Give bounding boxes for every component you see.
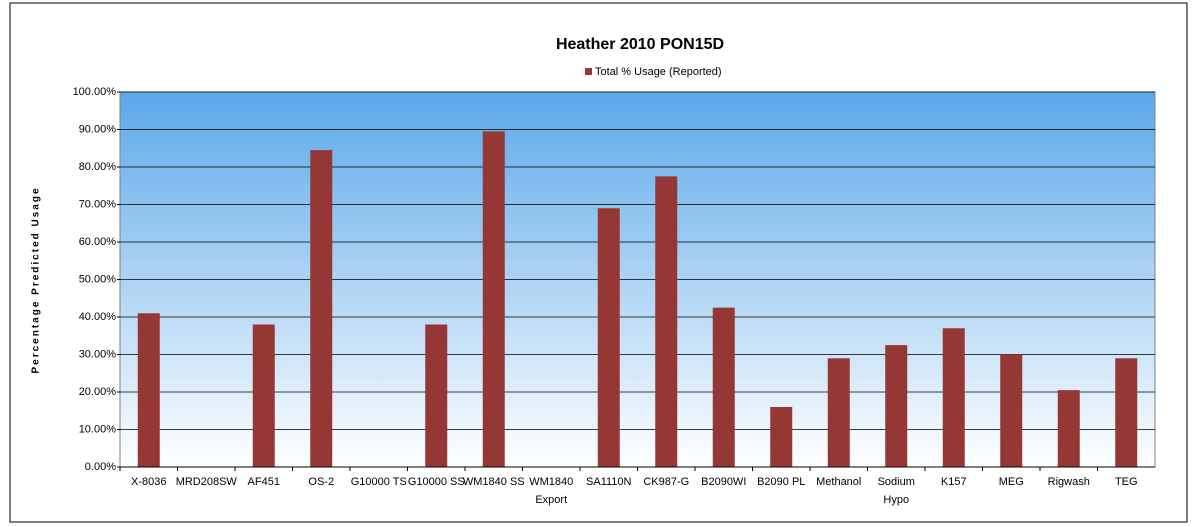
bar [770, 407, 793, 467]
y-tick-label: 10.00% [79, 423, 117, 435]
x-tick-label: TEG [1115, 476, 1138, 488]
x-tick-label: G10000 SS [408, 476, 465, 488]
x-tick-label: Methanol [816, 476, 861, 488]
x-tick-label: B2090 PL [757, 476, 805, 488]
bar [885, 345, 908, 467]
x-tick-label: WM1840 Export [529, 476, 573, 506]
y-tick-label: 30.00% [79, 348, 117, 360]
y-tick-label: 100.00% [73, 86, 117, 98]
bar [1000, 354, 1023, 467]
y-tick-label: 80.00% [79, 161, 117, 173]
x-tick-label: AF451 [248, 476, 280, 488]
x-tick-label: K157 [941, 476, 967, 488]
legend-swatch [585, 68, 592, 75]
x-tick-label: OS-2 [308, 476, 334, 488]
y-tick-label: 70.00% [79, 198, 117, 210]
bar [425, 324, 448, 467]
y-tick-label: 60.00% [79, 236, 117, 248]
x-tick-label: G10000 TS [351, 476, 407, 488]
y-tick-label: 40.00% [79, 311, 117, 323]
bar [1115, 358, 1138, 467]
y-axis-label: Percentage Predicted Usage [31, 186, 42, 373]
x-tick-label: CK987-G [643, 476, 689, 488]
bar [942, 328, 965, 467]
bar [827, 358, 850, 467]
bar [310, 150, 333, 467]
x-tick-label: Rigwash [1048, 476, 1090, 488]
x-tick-label: B2090WI [701, 476, 746, 488]
bar [597, 208, 620, 467]
chart-title: Heather 2010 PON15D [556, 36, 724, 53]
y-tick-label: 20.00% [79, 386, 117, 398]
bar [482, 131, 505, 467]
x-tick-label: WM1840 SS [463, 476, 525, 488]
bar [137, 313, 160, 467]
bar [1057, 390, 1080, 467]
bar [252, 324, 275, 467]
x-tick-label: MEG [999, 476, 1024, 488]
y-tick-label: 50.00% [79, 273, 117, 285]
y-tick-label: 0.00% [85, 461, 116, 473]
legend-label: Total % Usage (Reported) [595, 66, 722, 78]
x-tick-label: MRD208SW [176, 476, 238, 488]
x-tick-label: SA1110N [586, 476, 632, 488]
x-tick-label: X-8036 [131, 476, 166, 488]
bar [655, 176, 678, 467]
bar [712, 307, 735, 467]
y-tick-label: 90.00% [79, 123, 117, 135]
x-tick-label: Sodium Hypo [878, 476, 915, 506]
